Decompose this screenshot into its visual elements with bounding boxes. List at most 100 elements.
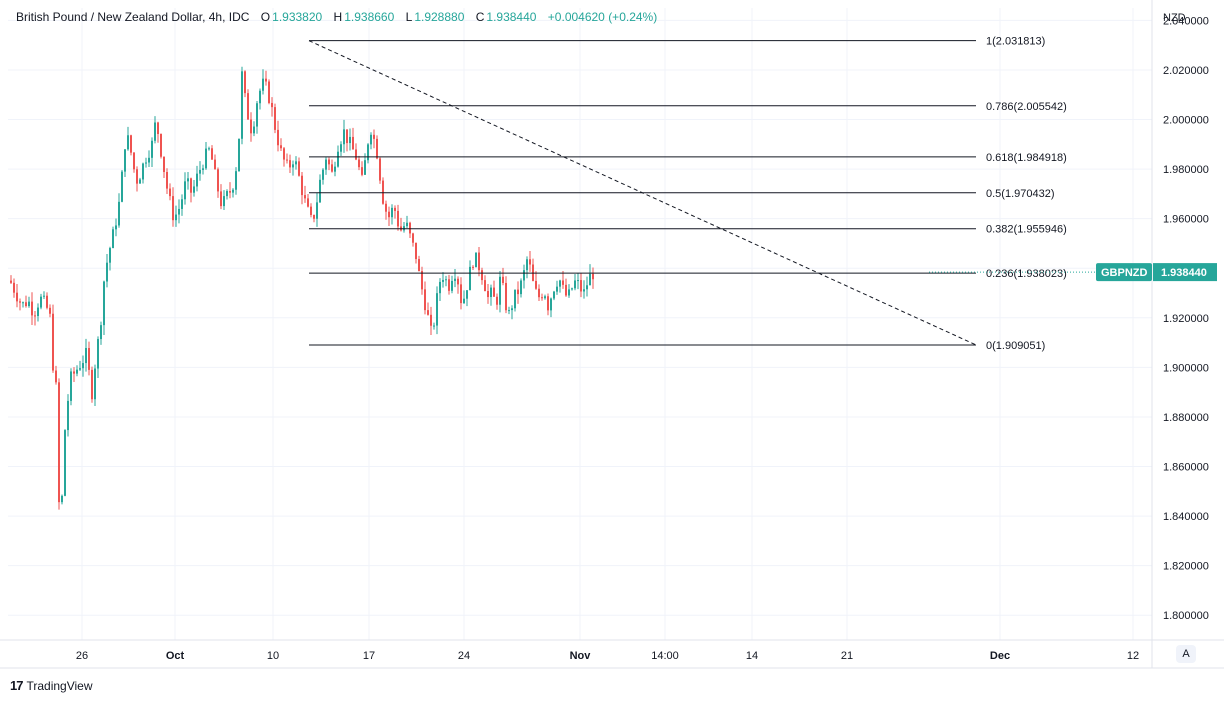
candle-body — [223, 196, 225, 207]
candle-body — [385, 203, 387, 212]
time-tick-label: 12 — [1127, 650, 1139, 662]
candle-body — [364, 160, 366, 175]
candle-body — [358, 159, 360, 168]
candle-body — [541, 297, 543, 299]
candle-body — [451, 280, 453, 291]
candle-body — [235, 171, 237, 190]
time-tick-label: Oct — [166, 650, 185, 662]
candle-body — [178, 208, 180, 215]
candle-body — [406, 222, 408, 227]
candle-body — [160, 134, 162, 157]
candle-body — [148, 157, 150, 163]
time-tick-label: Nov — [570, 650, 592, 662]
candle-body — [232, 189, 234, 193]
candle-body — [256, 103, 258, 127]
candle-body — [310, 206, 312, 215]
candle-body — [340, 144, 342, 152]
candle-body — [133, 152, 135, 170]
candle-body — [352, 136, 354, 150]
candle-body — [25, 302, 27, 307]
candle-body — [262, 78, 264, 91]
price-tick-label: 1.880000 — [1163, 412, 1209, 424]
price-tick-label: 1.820000 — [1163, 561, 1209, 573]
candle-body — [439, 281, 441, 294]
fib-level-label: 0.786(2.005542) — [986, 101, 1067, 113]
candle-body — [115, 225, 117, 230]
candle-body — [193, 186, 195, 193]
candle-body — [205, 148, 207, 169]
candle-body — [334, 166, 336, 172]
candle-body — [37, 307, 39, 317]
fib-level-label: 1(2.031813) — [986, 36, 1045, 48]
candle-body — [253, 126, 255, 134]
fib-level-label: 0.618(1.984918) — [986, 152, 1067, 164]
candle-body — [172, 196, 174, 221]
last-price-label: 1.938440 — [1161, 267, 1207, 279]
candle-body — [70, 371, 72, 401]
candle-body — [268, 81, 270, 103]
price-tick-label: 1.860000 — [1163, 462, 1209, 474]
time-tick-label: 14 — [746, 650, 758, 662]
candle-body — [85, 348, 87, 364]
fib-level-label: 0.5(1.970432) — [986, 188, 1055, 200]
candle-body — [436, 293, 438, 326]
candle-body — [433, 325, 435, 327]
candle-body — [442, 279, 444, 282]
candle-body — [238, 138, 240, 172]
candle-body — [556, 286, 558, 292]
last-price-badge — [1153, 263, 1217, 282]
candle-body — [67, 400, 69, 431]
candle-body — [376, 138, 378, 159]
candle-body — [325, 159, 327, 170]
brand-footer[interactable]: 17 TradingView — [10, 678, 93, 693]
candle-body — [118, 201, 120, 226]
candle-body — [463, 298, 465, 304]
candle-body — [43, 295, 45, 297]
candle-body — [466, 290, 468, 299]
candle-body — [295, 161, 297, 165]
candle-body — [211, 148, 213, 160]
candle-body — [574, 280, 576, 289]
candle-body — [331, 164, 333, 172]
candle-body — [391, 207, 393, 218]
candle-body — [103, 281, 105, 326]
candle-body — [421, 271, 423, 290]
candle-body — [229, 191, 231, 193]
price-tick-label: 1.800000 — [1163, 610, 1209, 622]
candle-body — [349, 136, 351, 144]
candle-body — [505, 282, 507, 311]
candle-body — [448, 279, 450, 291]
candle-body — [322, 169, 324, 180]
candle-body — [16, 292, 18, 302]
candle-body — [250, 119, 252, 134]
candle-body — [511, 308, 513, 311]
candle-body — [424, 289, 426, 311]
candle-body — [577, 280, 579, 282]
auto-scale-button[interactable]: A — [1176, 645, 1196, 663]
candle-body — [91, 369, 93, 400]
currency-label: NZD — [1163, 12, 1186, 24]
candle-body — [52, 313, 54, 371]
candle-body — [100, 325, 102, 340]
candle-body — [493, 287, 495, 297]
candle-body — [427, 310, 429, 315]
trendline[interactable] — [308, 40, 977, 346]
candle-body — [328, 159, 330, 165]
symbol-badge — [1096, 263, 1152, 282]
candle-body — [460, 284, 462, 304]
candle-body — [61, 495, 63, 503]
candle-body — [478, 252, 480, 271]
candle-body — [571, 288, 573, 290]
candle-body — [142, 163, 144, 180]
candle-body — [367, 144, 369, 161]
symbol-title: British Pound / New Zealand Dollar, 4h, … — [16, 10, 250, 24]
candle-body — [409, 222, 411, 234]
candle-body — [136, 169, 138, 184]
candle-body — [562, 280, 564, 285]
candle-body — [163, 156, 165, 173]
candle-body — [373, 134, 375, 139]
candle-body — [58, 382, 60, 503]
candle-body — [97, 339, 99, 369]
